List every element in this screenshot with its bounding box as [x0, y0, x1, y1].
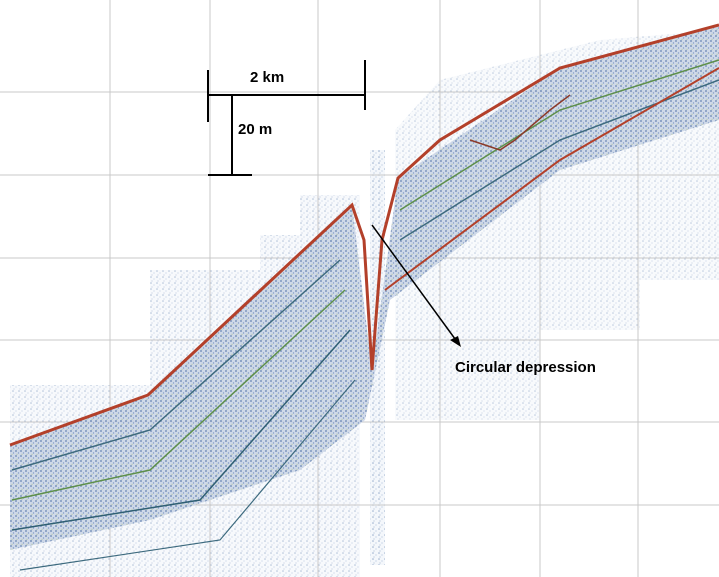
scale-bar [208, 60, 365, 175]
annotation-label: Circular depression [455, 359, 596, 376]
page: 2 km 20 m Circular depression (() => { c… [0, 0, 719, 577]
seismic-profile: 2 km 20 m Circular depression [0, 0, 719, 577]
scale-vertical-label: 20 m [238, 121, 272, 138]
scale-horizontal-label: 2 km [250, 69, 284, 86]
